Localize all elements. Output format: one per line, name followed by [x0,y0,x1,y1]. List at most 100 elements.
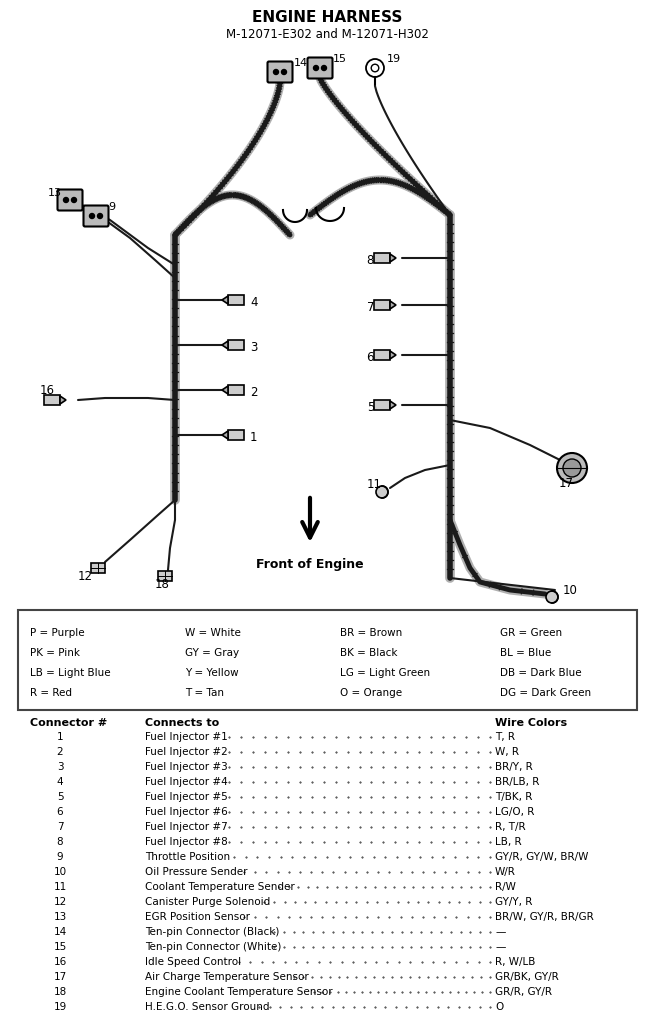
Text: Fuel Injector #5: Fuel Injector #5 [145,792,228,803]
Text: Air Charge Temperature Sensor: Air Charge Temperature Sensor [145,972,309,982]
FancyBboxPatch shape [228,340,244,350]
Text: 1: 1 [57,732,64,742]
Text: 4: 4 [57,777,64,787]
Polygon shape [390,401,396,409]
FancyBboxPatch shape [307,57,333,79]
Text: 15: 15 [53,942,67,952]
FancyBboxPatch shape [374,350,390,360]
Text: 5: 5 [367,400,374,414]
Text: 10: 10 [563,584,578,597]
Text: BR/W, GY/R, BR/GR: BR/W, GY/R, BR/GR [495,912,593,922]
Text: BL = Blue: BL = Blue [500,648,552,658]
Text: Front of Engine: Front of Engine [256,558,364,571]
Text: W/R: W/R [495,867,516,877]
Text: 11: 11 [367,478,382,491]
Text: W = White: W = White [185,628,241,638]
Text: 8: 8 [57,837,64,847]
Text: W, R: W, R [495,747,519,757]
Text: Canister Purge Solenoid: Canister Purge Solenoid [145,897,271,907]
Text: 14: 14 [294,58,308,68]
Text: 2: 2 [57,747,64,757]
Bar [91,563,105,573]
Text: LG/O, R: LG/O, R [495,807,534,817]
Polygon shape [60,396,66,404]
FancyBboxPatch shape [267,61,293,83]
FancyBboxPatch shape [228,295,244,305]
Text: GR/R, GY/R: GR/R, GY/R [495,987,552,996]
Text: 3: 3 [57,762,64,772]
Text: 17: 17 [53,972,67,982]
FancyBboxPatch shape [18,610,637,710]
Text: 18: 18 [53,987,67,996]
Text: O: O [495,1002,503,1012]
Text: 17: 17 [559,477,574,490]
Text: Ten-pin Connector (Black): Ten-pin Connector (Black) [145,927,280,937]
Text: —: — [495,942,506,952]
FancyBboxPatch shape [58,190,83,210]
Circle shape [546,591,558,603]
Text: DG = Dark Green: DG = Dark Green [500,688,591,698]
Text: 19: 19 [53,1002,67,1012]
Text: LB, R: LB, R [495,837,521,847]
Polygon shape [390,351,396,359]
FancyBboxPatch shape [228,385,244,395]
Polygon shape [222,341,228,349]
Text: R/W: R/W [495,882,516,892]
Text: 4: 4 [250,295,257,308]
Circle shape [98,213,102,218]
Text: Fuel Injector #1: Fuel Injector #1 [145,732,228,742]
Bar [158,571,172,581]
Text: BR/LB, R: BR/LB, R [495,777,539,787]
FancyBboxPatch shape [228,430,244,440]
Text: 13: 13 [53,912,67,922]
Text: BK = Black: BK = Black [340,648,398,658]
Circle shape [90,213,94,218]
Text: PK = Pink: PK = Pink [30,648,80,658]
Text: GR/BK, GY/R: GR/BK, GY/R [495,972,559,982]
Text: Throttle Position: Throttle Position [145,852,230,862]
Polygon shape [390,301,396,309]
Circle shape [71,197,77,202]
Text: DB = Dark Blue: DB = Dark Blue [500,668,582,678]
Text: Fuel Injector #2: Fuel Injector #2 [145,747,228,757]
FancyBboxPatch shape [374,253,390,263]
Text: Y = Yellow: Y = Yellow [185,668,238,678]
Text: 14: 14 [53,927,67,937]
Text: ENGINE HARNESS: ENGINE HARNESS [252,10,402,26]
Text: 10: 10 [54,867,67,877]
Text: BR/Y, R: BR/Y, R [495,762,533,772]
Text: R, T/R: R, T/R [495,822,525,832]
Polygon shape [390,254,396,262]
FancyBboxPatch shape [83,205,109,227]
Text: Fuel Injector #3: Fuel Injector #3 [145,762,228,772]
Text: 2: 2 [250,386,257,398]
Circle shape [563,459,581,477]
Circle shape [314,65,318,70]
Text: 16: 16 [53,957,67,967]
Text: 7: 7 [57,822,64,832]
Text: M-12071-E302 and M-12071-H302: M-12071-E302 and M-12071-H302 [225,29,428,42]
Text: 7: 7 [367,300,374,313]
Circle shape [557,453,587,483]
Text: 5: 5 [57,792,64,803]
Text: 6: 6 [57,807,64,817]
Text: LB = Light Blue: LB = Light Blue [30,668,111,678]
Text: Idle Speed Control: Idle Speed Control [145,957,241,967]
Text: 12: 12 [53,897,67,907]
Text: 6: 6 [367,350,374,363]
Polygon shape [222,431,228,439]
Text: Connector #: Connector # [30,718,107,728]
Circle shape [282,69,286,75]
Text: T/BK, R: T/BK, R [495,792,533,803]
Text: 9: 9 [57,852,64,862]
Polygon shape [222,296,228,304]
Text: GY/Y, R: GY/Y, R [495,897,533,907]
Text: 18: 18 [155,578,170,591]
Text: EGR Position Sensor: EGR Position Sensor [145,912,250,922]
Polygon shape [222,386,228,394]
Text: BR = Brown: BR = Brown [340,628,402,638]
Text: 12: 12 [77,570,92,583]
FancyBboxPatch shape [44,395,60,405]
Text: 11: 11 [53,882,67,892]
FancyBboxPatch shape [374,400,390,410]
